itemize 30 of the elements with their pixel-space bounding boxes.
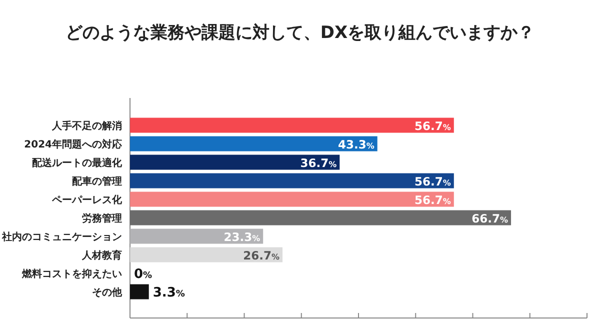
y-tick-label: 人手不足の解消	[51, 120, 122, 132]
data-label: 0%	[134, 266, 152, 282]
bar	[130, 210, 512, 226]
bar	[130, 228, 264, 244]
data-label: 66.7%	[472, 211, 508, 226]
y-tick-label: 人材教育	[81, 249, 122, 262]
bar	[130, 136, 378, 152]
chart-title: どのような業務や課題に対して、DXを取り組んでいますか？	[65, 23, 535, 43]
data-label: 56.7%	[414, 192, 451, 207]
y-tick-label: その他	[92, 286, 123, 298]
data-label: 56.7%	[414, 118, 451, 133]
bar	[130, 118, 454, 133]
data-label: 43.3%	[338, 137, 374, 152]
data-label: 36.7%	[300, 156, 337, 170]
y-tick-label: 2024年問題への対応	[24, 138, 123, 150]
bar	[130, 284, 149, 300]
bar	[130, 247, 283, 262]
y-tick-label: 社内のコミュニケーション	[1, 230, 122, 243]
y-tick-label: 燃料コストを抑えたい	[21, 268, 122, 280]
y-tick-label: 配送ルートの最適化	[32, 156, 123, 169]
bar	[130, 192, 454, 207]
data-label: 23.3%	[224, 230, 260, 244]
y-tick-label: 配車の管理	[72, 175, 122, 188]
bar	[130, 154, 340, 170]
y-tick-label: ペーパーレス化	[51, 194, 123, 206]
y-tick-label: 労務管理	[82, 212, 122, 224]
bar	[130, 173, 454, 188]
data-label: 3.3%	[152, 285, 185, 300]
data-label: 26.7%	[243, 248, 280, 262]
data-label: 56.7%	[414, 174, 451, 188]
